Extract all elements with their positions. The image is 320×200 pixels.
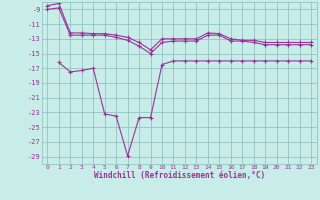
X-axis label: Windchill (Refroidissement éolien,°C): Windchill (Refroidissement éolien,°C) [94,171,265,180]
